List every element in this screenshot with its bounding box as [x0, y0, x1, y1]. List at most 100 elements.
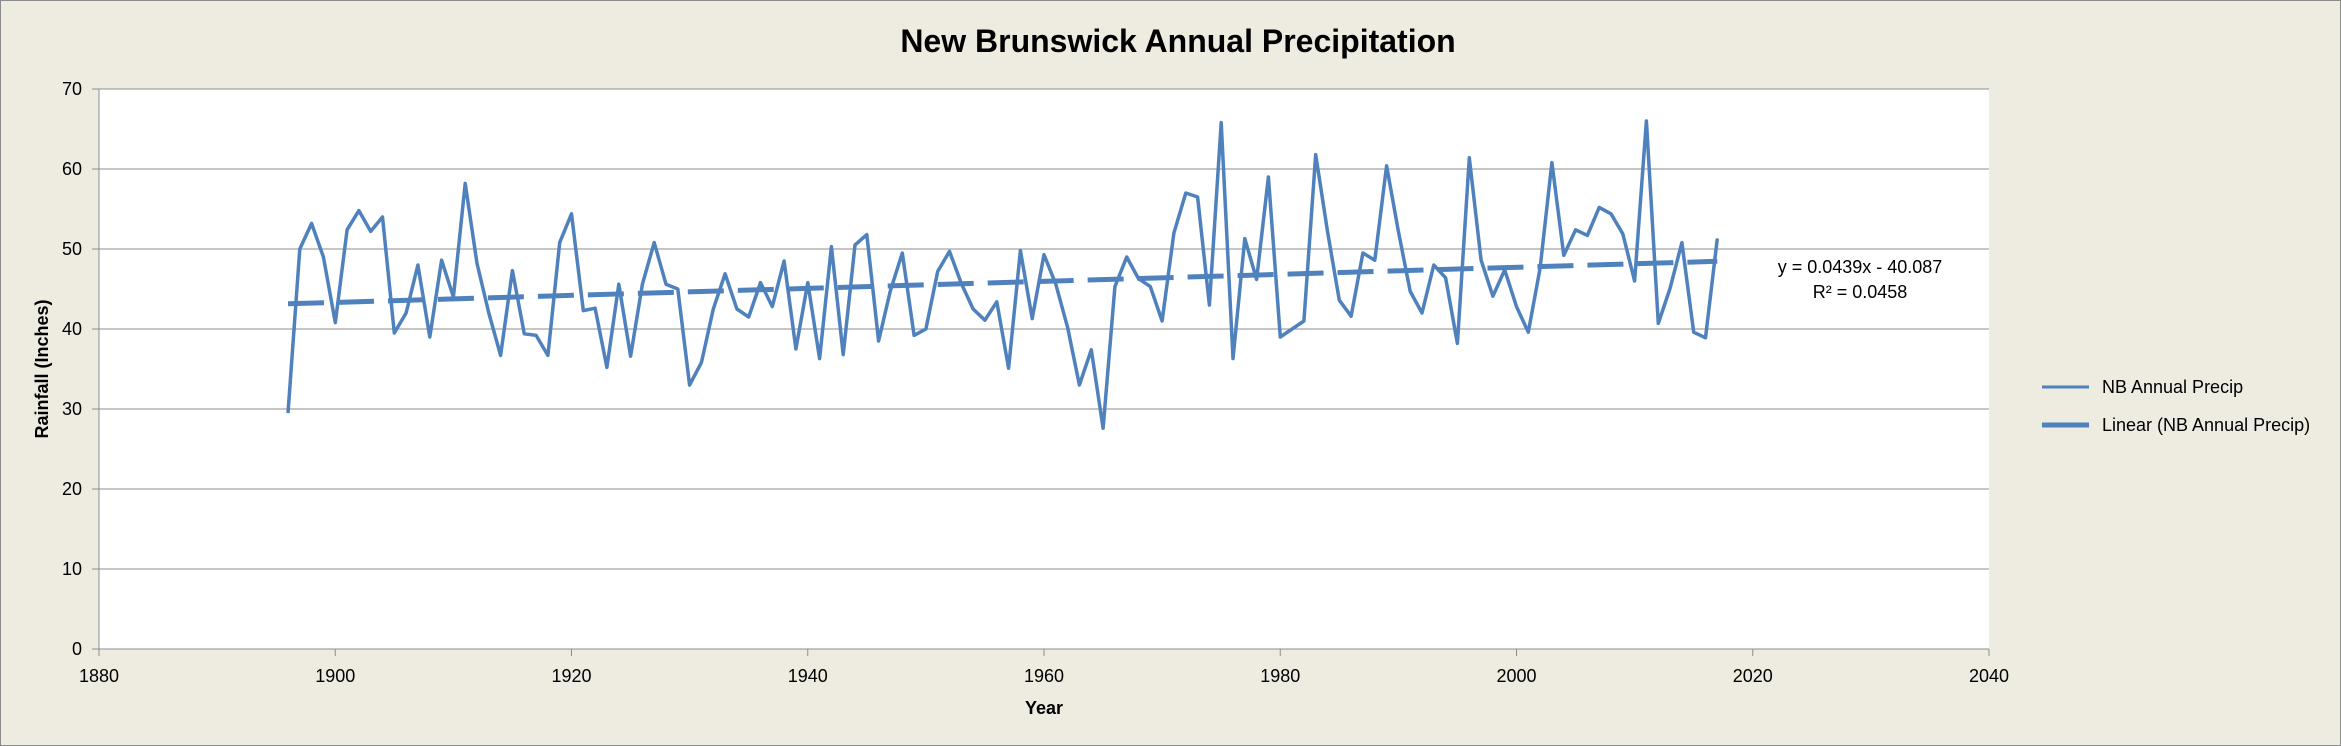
data-point	[1244, 238, 1246, 240]
data-point	[429, 336, 431, 338]
data-point	[783, 260, 785, 262]
data-point	[559, 242, 561, 244]
data-point	[996, 301, 998, 303]
trendline-linear	[287, 258, 1718, 307]
data-point	[523, 333, 525, 335]
data-point	[1563, 254, 1565, 256]
x-tick-label: 1960	[1024, 666, 1064, 686]
data-point	[299, 248, 301, 250]
data-point	[1669, 287, 1671, 289]
data-point	[1161, 320, 1163, 322]
data-point	[606, 366, 608, 368]
data-point	[1433, 264, 1435, 266]
data-point	[1090, 349, 1092, 351]
data-point	[1327, 230, 1328, 232]
x-tick-labels: 1880 1900 1920 1940 1960 1980 2000 2020 2040	[79, 666, 2009, 686]
data-point	[287, 412, 289, 414]
data-point	[441, 259, 443, 261]
data-point	[1197, 196, 1199, 198]
data-point	[1232, 358, 1234, 360]
data-point	[1279, 336, 1281, 338]
data-point	[535, 334, 537, 336]
y-tick-label: 50	[62, 239, 82, 259]
data-point	[901, 252, 903, 254]
y-axis-title: Rainfall (Inches)	[32, 299, 52, 438]
data-point	[1374, 259, 1376, 261]
data-point	[795, 348, 797, 350]
data-point	[393, 332, 395, 334]
data-point	[594, 307, 596, 309]
axes	[92, 88, 1990, 656]
data-point	[677, 288, 679, 290]
data-point	[1256, 278, 1258, 280]
data-point	[500, 354, 502, 356]
data-point	[582, 310, 584, 312]
data-point	[1267, 176, 1269, 178]
data-point	[1551, 162, 1553, 164]
chart-title: New Brunswick Annual Precipitation	[900, 23, 1455, 59]
data-point	[1102, 427, 1104, 429]
data-point	[724, 273, 726, 275]
x-tick-label: 2020	[1733, 666, 1773, 686]
x-tick-label: 1980	[1260, 666, 1300, 686]
data-point	[748, 316, 750, 318]
data-point	[819, 358, 821, 360]
data-point	[334, 322, 336, 324]
y-tick-label: 0	[72, 639, 82, 659]
x-tick-label: 1900	[315, 666, 355, 686]
data-point	[571, 213, 572, 215]
legend-label-linear: Linear (NB Annual Precip)	[2102, 415, 2310, 435]
x-tick-label: 1940	[788, 666, 828, 686]
data-point	[1610, 213, 1612, 215]
data-point	[1657, 322, 1659, 324]
data-point	[1362, 252, 1364, 254]
data-point	[1338, 299, 1340, 301]
data-point	[1114, 286, 1116, 288]
data-point	[736, 308, 738, 310]
data-point	[1386, 165, 1388, 167]
data-point	[1705, 337, 1706, 339]
data-point	[1421, 312, 1423, 314]
x-tick-label: 1880	[79, 666, 119, 686]
data-point	[1067, 326, 1069, 328]
data-point	[1716, 238, 1718, 240]
data-point	[889, 290, 891, 292]
data-point	[1468, 157, 1470, 159]
data-point	[712, 308, 714, 310]
data-point	[913, 334, 915, 336]
data-point	[618, 283, 620, 285]
trendline-equation: y = 0.0439x - 40.087	[1778, 257, 1943, 277]
data-point	[358, 210, 360, 212]
data-point	[346, 229, 348, 231]
data-point	[464, 182, 466, 184]
data-point	[830, 246, 832, 248]
y-tick-label: 60	[62, 159, 82, 179]
data-point	[937, 270, 939, 272]
legend-label-precip: NB Annual Precip	[2102, 377, 2243, 397]
data-point	[689, 384, 691, 386]
data-point	[1173, 232, 1175, 234]
data-point	[1634, 280, 1636, 282]
data-point	[511, 270, 513, 272]
series-line-precip	[286, 119, 1720, 430]
data-point	[1622, 233, 1624, 235]
y-tick-label: 30	[62, 399, 82, 419]
data-point	[1575, 229, 1577, 231]
data-point	[382, 216, 383, 218]
data-point	[1031, 318, 1033, 320]
data-point	[1149, 286, 1151, 288]
x-tick-label: 1920	[551, 666, 591, 686]
trendline-r-squared: R² = 0.0458	[1813, 282, 1908, 302]
data-point	[405, 312, 407, 314]
data-point	[653, 242, 655, 244]
data-point	[854, 244, 856, 246]
data-point	[1693, 331, 1695, 333]
data-point	[1492, 295, 1494, 297]
data-point	[476, 262, 478, 264]
plot-area	[99, 89, 1989, 649]
data-point	[322, 256, 324, 258]
data-point	[807, 282, 809, 284]
data-point	[1019, 250, 1021, 252]
data-point	[1681, 242, 1683, 244]
